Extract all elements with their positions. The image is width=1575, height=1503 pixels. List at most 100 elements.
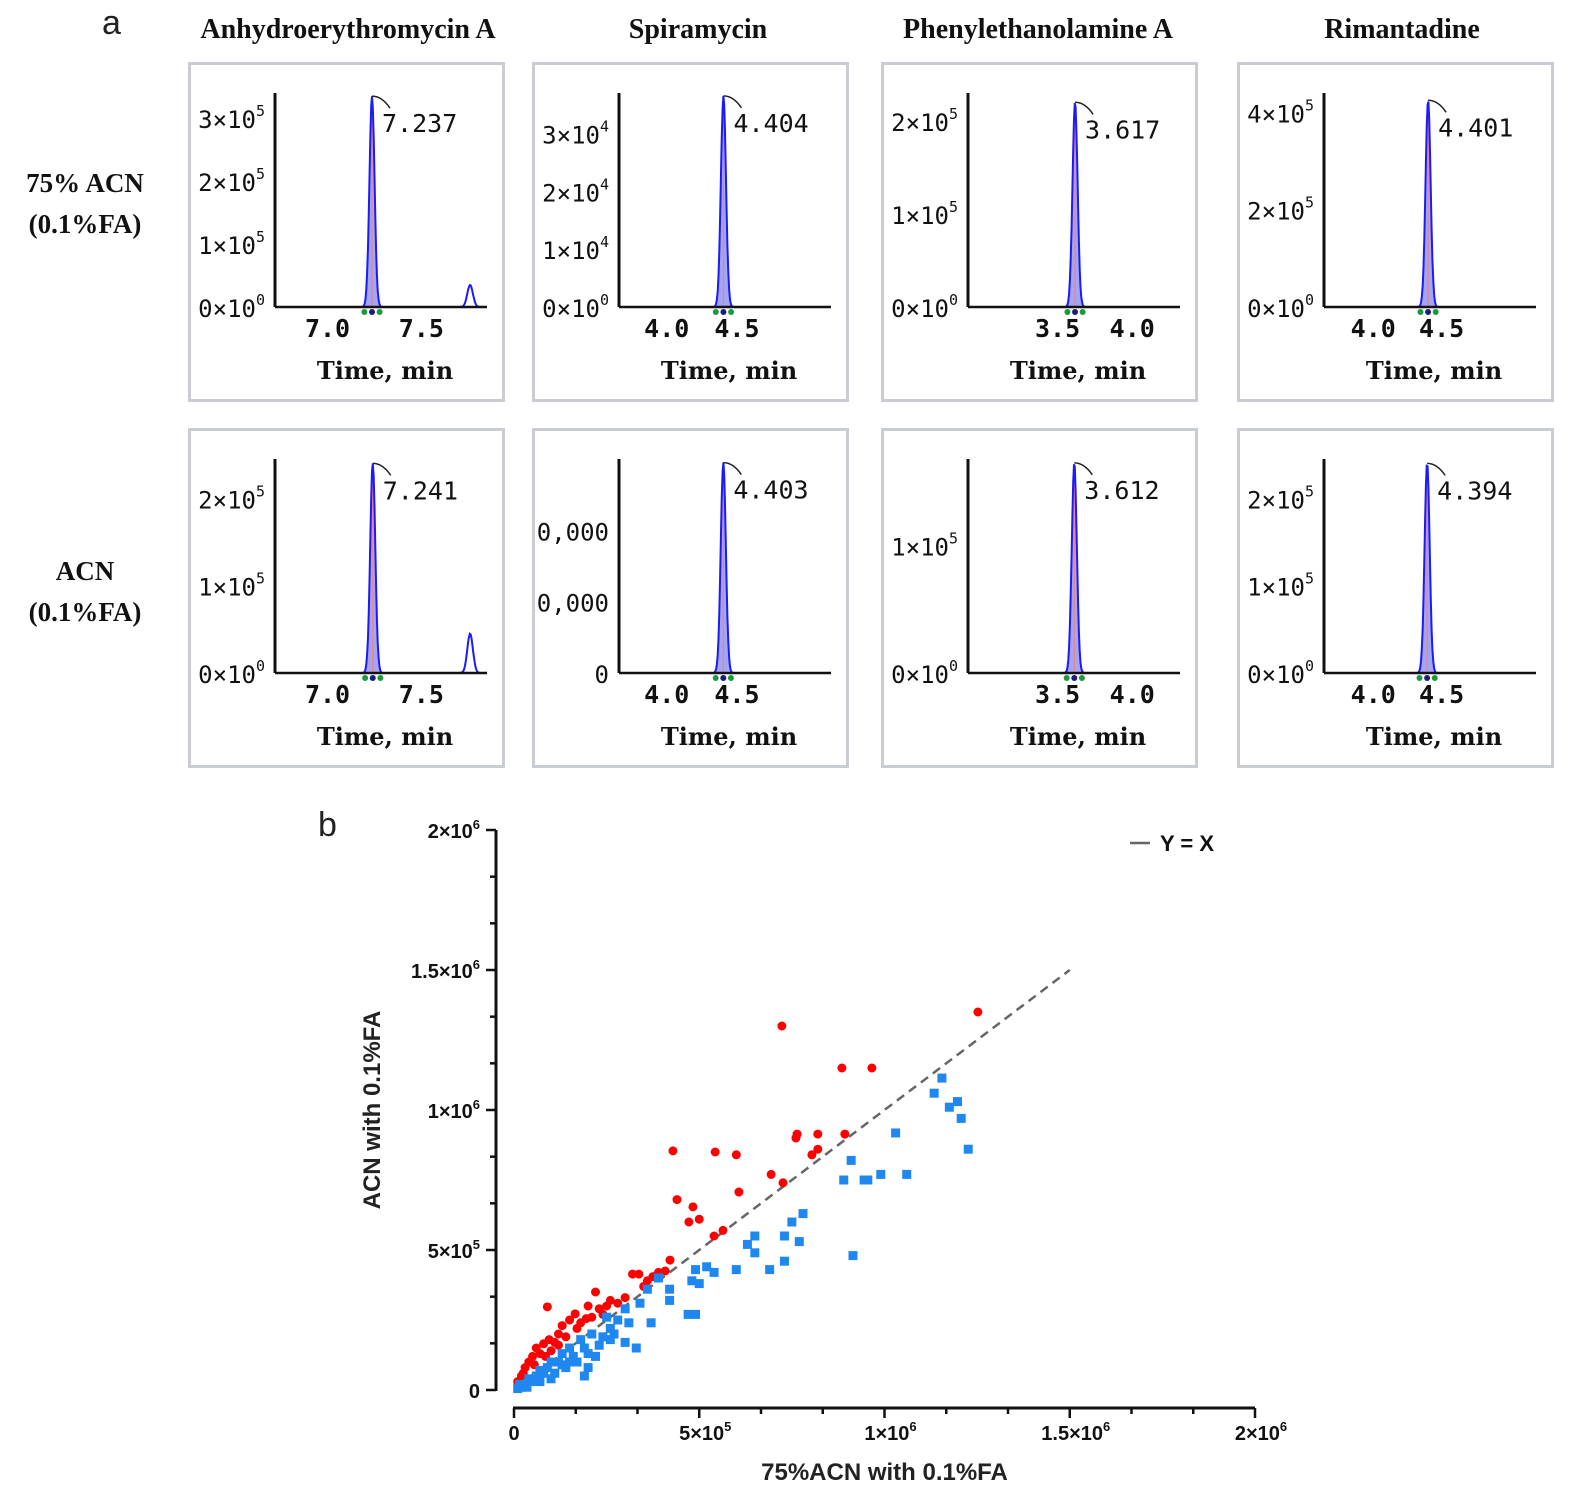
scatter-point-blue xyxy=(665,1284,675,1294)
integration-marker xyxy=(720,309,727,315)
scatter-point-red xyxy=(557,1321,567,1331)
scatter-point-blue xyxy=(531,1371,541,1381)
scatter-point-blue xyxy=(583,1363,593,1373)
peak-label-leader xyxy=(723,461,742,475)
scatter-point-blue xyxy=(642,1284,652,1294)
tick-exponent: 5 xyxy=(473,1237,480,1252)
scatter-point-red xyxy=(546,1346,556,1356)
scatter-point-blue xyxy=(694,1279,704,1289)
tick-exponent: 5 xyxy=(724,1419,731,1434)
scatter-point-blue xyxy=(546,1374,556,1384)
peak-label-leader xyxy=(1075,101,1094,115)
y-tick-exponent: 5 xyxy=(949,198,958,216)
y-tick-label: 0 xyxy=(469,1381,480,1403)
scatter-point-blue xyxy=(598,1332,608,1342)
y-tick-mantissa: 0×10 xyxy=(891,661,949,689)
peak-retention-time-label: 4.403 xyxy=(733,476,808,505)
row-title-line2: (0.1%FA) xyxy=(28,597,142,627)
tick-exponent: 6 xyxy=(1103,1419,1110,1434)
y-tick-exponent: 5 xyxy=(1305,570,1314,588)
scatter-point-blue xyxy=(587,1329,597,1339)
scatter-point-blue xyxy=(653,1273,663,1283)
integration-marker xyxy=(728,309,735,315)
scatter-point-blue xyxy=(731,1265,741,1275)
tick-mantissa: 1×10 xyxy=(864,1423,909,1445)
scatter-point-blue xyxy=(963,1144,973,1154)
scatter-point-red xyxy=(710,1147,720,1157)
y-tick-label: 10,000 xyxy=(535,590,609,618)
scatter-point-red xyxy=(642,1276,652,1286)
scatter-point-blue xyxy=(605,1323,615,1333)
row-title-line1: ACN xyxy=(55,556,115,586)
scatter-point-blue xyxy=(635,1298,645,1308)
y-tick-exponent: 5 xyxy=(1305,96,1314,114)
x-axis-title: Time, min xyxy=(661,722,797,751)
y-tick-label: 4×105 xyxy=(1247,96,1314,128)
integration-marker xyxy=(1079,309,1086,315)
scatter-point-blue xyxy=(576,1335,586,1345)
x-axis-title: Time, min xyxy=(317,722,453,751)
column-title-anhydroerythromycin: Anhydroerythromycin A xyxy=(200,14,496,45)
y-tick-mantissa: 0 xyxy=(595,661,609,689)
chromatogram-panel: 0×100 1×105 2×105 3.617 3.5 4.0 Time, min xyxy=(881,62,1198,402)
integration-marker xyxy=(361,309,368,315)
y-tick-label: 1×105 xyxy=(198,570,265,602)
scatter-point-blue xyxy=(902,1169,912,1179)
scatter-point-blue xyxy=(605,1335,615,1345)
y-tick-label: 0×100 xyxy=(1247,657,1314,689)
y-tick-exponent: 5 xyxy=(256,102,265,120)
scatter-point-blue xyxy=(557,1360,567,1370)
y-tick-mantissa: 2×10 xyxy=(1247,486,1305,514)
y-tick-exponent: 5 xyxy=(1305,482,1314,500)
scatter-point-blue xyxy=(546,1357,556,1367)
chromatogram-panel: 0×100 2×105 4×105 4.401 4.0 4.5 Time, min xyxy=(1237,62,1554,402)
scatter-point-blue xyxy=(568,1351,578,1361)
scatter-point-blue xyxy=(522,1382,532,1392)
x-tick-label: 4.5 xyxy=(714,680,759,709)
integration-marker xyxy=(1063,675,1070,681)
integration-marker xyxy=(712,675,719,681)
integration-marker xyxy=(369,675,376,681)
x-tick-label: 3.5 xyxy=(1035,314,1080,343)
scatter-point-blue xyxy=(646,1318,656,1328)
x-tick-label: 7.5 xyxy=(399,314,444,343)
scatter-point-blue xyxy=(929,1088,939,1098)
scatter-point-red xyxy=(807,1150,817,1160)
y-tick-mantissa: 20,000 xyxy=(535,518,609,546)
peak-label-leader xyxy=(1427,462,1446,476)
y-tick-mantissa: 10,000 xyxy=(535,590,609,618)
y-tick-exponent: 0 xyxy=(600,291,609,309)
scatter-point-red xyxy=(694,1214,704,1224)
panel-b-label: b xyxy=(318,806,337,844)
x-tick-label: 4.0 xyxy=(1110,314,1155,343)
scatter-point-blue xyxy=(779,1256,789,1266)
x-axis-title: Time, min xyxy=(1366,722,1502,751)
scatter-point-red xyxy=(561,1332,571,1342)
scatter-point-blue xyxy=(620,1304,630,1314)
scatter-point-blue xyxy=(742,1239,752,1249)
y-tick-exponent: 5 xyxy=(1305,194,1314,212)
column-title-spiramycin: Spiramycin xyxy=(628,14,768,45)
chromatogram-panel: 0×100 1×105 3.612 3.5 4.0 Time, min xyxy=(881,428,1198,768)
peak-retention-time-label: 7.237 xyxy=(382,109,457,138)
y-axis-title: ACN with 0.1%FA xyxy=(359,1011,386,1210)
y-tick-exponent: 0 xyxy=(949,291,958,309)
scatter-point-red xyxy=(570,1309,580,1319)
peak-retention-time-label: 4.401 xyxy=(1438,113,1513,142)
y-tick-mantissa: 1×10 xyxy=(891,534,949,562)
tick-mantissa: 2×10 xyxy=(428,821,473,843)
x-tick-label: 4.0 xyxy=(1110,680,1155,709)
x-axis-title: Time, min xyxy=(1010,722,1146,751)
y-tick-label: 0×100 xyxy=(1247,291,1314,323)
peak-label-leader xyxy=(1428,99,1447,113)
x-tick-label: 1.5×106 xyxy=(1041,1419,1110,1445)
x-axis-title: 75%ACN with 0.1%FA xyxy=(761,1459,1008,1486)
scatter-point-blue xyxy=(565,1343,575,1353)
scatter-point-blue xyxy=(572,1357,582,1367)
y-tick-label: 3×104 xyxy=(542,117,609,149)
scatter-point-blue xyxy=(515,1379,525,1389)
y-tick-exponent: 0 xyxy=(256,291,265,309)
